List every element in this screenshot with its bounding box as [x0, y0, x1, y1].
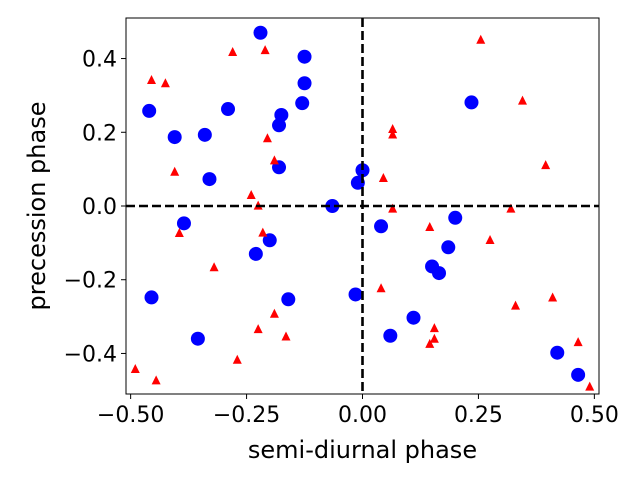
red-triangle-point [246, 189, 256, 199]
red-triangle-point [258, 227, 268, 237]
blue-circle-point [176, 216, 191, 231]
blue-circle-point [197, 127, 212, 142]
red-triangle-point [209, 262, 219, 272]
red-triangle-point [228, 46, 238, 56]
red-triangle-point [517, 95, 527, 105]
y-tick-label: 0.0 [82, 195, 117, 220]
y-tick-label: 0.4 [82, 48, 117, 73]
red-triangle-point [425, 222, 435, 232]
blue-circle-point [167, 130, 182, 145]
x-tick-label: 0.25 [454, 403, 503, 428]
red-triangle-point [262, 133, 272, 143]
red-triangle-point [388, 124, 398, 134]
blue-circle-point [355, 163, 370, 178]
red-triangle-point [511, 300, 521, 310]
y-tick-label: −0.4 [64, 342, 117, 367]
blue-circle-point [262, 233, 277, 248]
axis-ticks: −0.50 −0.25 0.00 0.25 0.50 −0.4 −0.2 0.0 0.2 0.4 [64, 48, 619, 428]
blue-circle-point [202, 172, 217, 187]
blue-circle-point [550, 345, 565, 360]
blue-circle-point [221, 102, 236, 117]
blue-circle-point [571, 367, 586, 382]
red-triangle-point [160, 78, 170, 88]
red-triangle-point [174, 227, 184, 237]
blue-circle-point [142, 103, 157, 118]
red-triangle-point [573, 337, 583, 347]
chart-marks [130, 25, 595, 391]
red-triangle-point [429, 323, 439, 333]
red-triangle-point [541, 160, 551, 170]
red-triangle-point [378, 173, 388, 183]
red-triangle-point [485, 234, 495, 244]
red-triangle-point [585, 381, 595, 391]
x-axis-label: semi-diurnal phase [248, 436, 477, 464]
blue-circle-point [272, 118, 287, 133]
red-triangle-point [269, 155, 279, 165]
red-triangle-point [269, 308, 279, 318]
red-triangle-point [506, 203, 516, 213]
blue-circle-point [441, 240, 456, 255]
blue-circle-point [448, 210, 463, 225]
x-tick-label: −0.25 [213, 403, 280, 428]
red-triangle-point [425, 338, 435, 348]
blue-circle-point [144, 290, 159, 305]
blue-circle-point [383, 328, 398, 343]
blue-circle-point [297, 76, 312, 91]
red-triangle-point [260, 45, 270, 55]
red-triangle-point [170, 166, 180, 176]
y-axis-label: precession phase [23, 102, 51, 311]
blue-circle-point [406, 310, 421, 325]
y-tick-label: −0.2 [64, 269, 117, 294]
blue-circle-point [297, 49, 312, 64]
red-triangle-point [429, 333, 439, 343]
y-tick-label: 0.2 [82, 121, 117, 146]
red-triangle-point [253, 324, 263, 334]
blue-circle-point [295, 96, 310, 111]
x-tick-label: 0.50 [570, 403, 619, 428]
red-triangle-point [548, 292, 558, 302]
x-tick-label: 0.00 [338, 403, 387, 428]
red-triangle-point [130, 363, 140, 373]
blue-circle-point [325, 199, 340, 213]
blue-circle-point [464, 95, 479, 110]
red-triangle-point [281, 331, 291, 341]
blue-circle-point [253, 25, 268, 40]
blue-circle-point [190, 331, 205, 346]
red-triangle-point [388, 129, 398, 139]
red-triangle-point [232, 354, 242, 364]
red-triangle-point [147, 74, 157, 84]
red-triangle-point [151, 375, 161, 385]
x-tick-label: −0.50 [97, 403, 164, 428]
blue-circle-point [432, 266, 447, 281]
reference-lines [126, 18, 599, 394]
blue-circle-point [348, 287, 363, 302]
blue-circle-point [248, 246, 263, 261]
red-triangle-point [476, 34, 486, 44]
blue-circle-point [281, 292, 296, 307]
blue-circle-point [374, 219, 389, 234]
red-triangle-point [376, 283, 386, 293]
red-triangle-point [388, 203, 398, 213]
